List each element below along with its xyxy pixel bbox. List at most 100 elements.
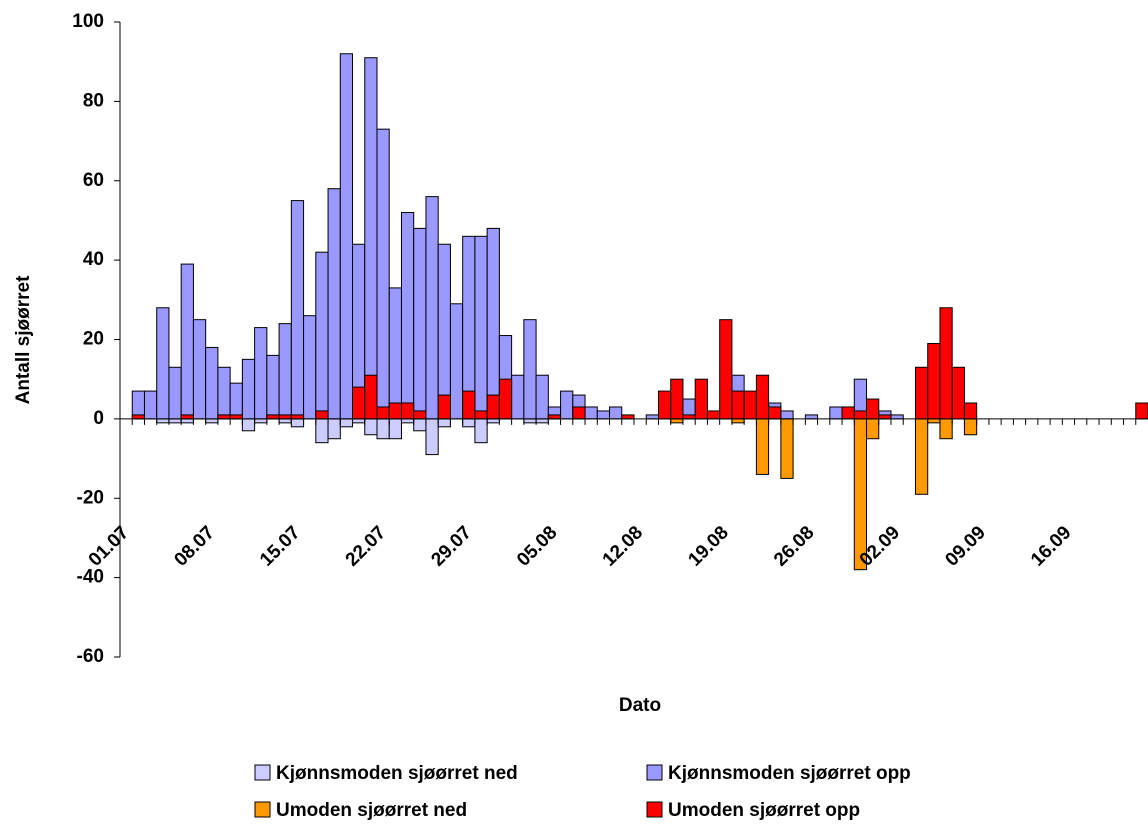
bar: [731, 418, 745, 424]
x-tick-label: 01.07: [85, 522, 133, 570]
bar: [180, 263, 194, 420]
bar: [535, 418, 549, 424]
bar: [315, 418, 329, 444]
bar: [205, 346, 219, 420]
bar: [217, 366, 231, 420]
bar: [780, 418, 794, 479]
bar: [474, 235, 488, 420]
bar: [927, 342, 941, 420]
bar: [694, 378, 708, 420]
bar: [376, 418, 390, 440]
bar: [413, 227, 427, 420]
bar: [339, 418, 354, 428]
bar: [180, 418, 194, 424]
x-tick-label: 09.09: [941, 522, 989, 570]
bar: [413, 418, 427, 432]
legend-swatch: [254, 764, 271, 781]
bar: [951, 366, 965, 420]
bar: [266, 414, 280, 420]
bar: [217, 414, 231, 420]
bar: [156, 418, 170, 424]
bar: [266, 354, 280, 420]
bar: [670, 378, 684, 420]
bar: [462, 390, 476, 420]
bar: [143, 390, 158, 420]
x-tick-label: 08.07: [170, 522, 218, 570]
bar: [914, 418, 929, 495]
bar: [498, 378, 513, 420]
legend-swatch: [646, 801, 663, 818]
bar: [425, 196, 439, 420]
bar: [156, 307, 170, 420]
bar: [131, 414, 145, 420]
bar: [180, 414, 194, 420]
y-tick-label: 20: [83, 329, 104, 350]
x-axis-title: Dato: [619, 695, 661, 716]
bar: [388, 418, 402, 440]
bar: [719, 319, 733, 420]
x-tick-label: 12.08: [599, 522, 647, 570]
bar: [400, 402, 415, 420]
bar: [278, 323, 292, 420]
bar: [780, 410, 794, 420]
bar: [205, 418, 219, 424]
bar: [535, 374, 549, 420]
bar: [352, 386, 366, 420]
bar: [866, 418, 880, 440]
y-tick-label: 80: [83, 90, 104, 111]
bar: [878, 414, 892, 420]
x-tick-label: 26.08: [770, 522, 818, 570]
bar: [376, 406, 390, 420]
bar: [731, 390, 745, 420]
bar: [682, 414, 696, 420]
bar: [413, 410, 427, 420]
bar: [755, 374, 770, 420]
y-tick-label: 40: [83, 249, 104, 270]
bar: [939, 307, 953, 420]
bar: [829, 406, 843, 420]
y-tick-label: -40: [77, 567, 104, 588]
bar: [400, 212, 415, 420]
bar: [486, 227, 500, 420]
bar: [939, 418, 953, 440]
bar: [327, 188, 341, 420]
bar: [755, 418, 770, 475]
bar: [364, 57, 378, 420]
bar: [523, 319, 537, 420]
bar: [315, 410, 329, 420]
bar: [853, 410, 868, 420]
bar: [425, 418, 439, 456]
bar: [229, 382, 243, 420]
bar: [866, 398, 880, 420]
bar: [657, 390, 672, 420]
bar: [486, 418, 500, 424]
bar: [645, 414, 659, 420]
legend-swatch: [646, 764, 663, 781]
bar: [462, 418, 476, 428]
bar: [364, 374, 378, 420]
bar: [254, 327, 268, 420]
bar: [927, 418, 941, 424]
x-tick-label: 15.07: [256, 522, 304, 570]
bar: [1135, 402, 1148, 420]
bar: [400, 418, 415, 424]
bar: [290, 414, 305, 420]
bar: [804, 414, 819, 420]
bar: [547, 414, 562, 420]
bar: [254, 418, 268, 424]
legend-label: Umoden sjøørret ned: [276, 800, 467, 821]
bar: [609, 406, 623, 420]
y-tick-label: -60: [77, 646, 104, 667]
bar: [963, 402, 978, 420]
y-tick-label: 60: [83, 170, 104, 191]
bar: [560, 390, 574, 420]
bar: [486, 394, 500, 420]
bar: [437, 243, 451, 420]
x-tick-label: 29.07: [427, 522, 475, 570]
bar: [388, 402, 402, 420]
bar: [241, 358, 256, 420]
bar: [523, 418, 537, 424]
bar: [278, 418, 292, 424]
bar: [670, 418, 684, 424]
